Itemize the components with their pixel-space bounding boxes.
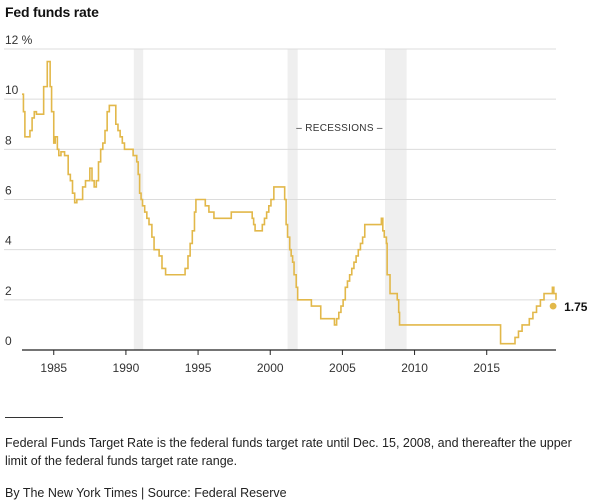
x-tick-label: 2005: [329, 361, 356, 375]
y-tick-label: 4: [5, 234, 12, 248]
gridlines: [4, 48, 556, 301]
x-tick-label: 1990: [113, 361, 140, 375]
chart-title: Fed funds rate: [5, 4, 99, 20]
x-axis: 1985 1990 1995 2000 2005 2010 2015: [22, 349, 556, 375]
footnote-divider: [5, 417, 63, 418]
y-tick-label: 8: [5, 133, 12, 147]
chart-area: 0 2 4 6 8 10 12 % 1985 1990 1995 2000 2005 2010 2015…: [4, 33, 588, 375]
y-tick-label: 6: [5, 184, 12, 198]
end-point-marker: [549, 302, 557, 310]
y-tick-label: 0: [5, 334, 12, 348]
x-tick-label: 2000: [257, 361, 284, 375]
x-tick-label: 1995: [185, 361, 212, 375]
recessions-label: – RECESSIONS –: [296, 123, 383, 134]
x-tick-label: 2015: [473, 361, 500, 375]
byline-source: By The New York Times | Source: Federal …: [5, 486, 287, 500]
footnote-text: Federal Funds Target Rate is the federal…: [5, 436, 572, 468]
x-tick-label: 2010: [401, 361, 428, 375]
y-tick-label: 2: [5, 284, 12, 298]
end-value-label: 1.75: [564, 300, 588, 314]
y-axis-ticks: 0 2 4 6 8 10 12 %: [5, 33, 33, 348]
series-layer: [22, 60, 557, 345]
y-tick-label: 10: [5, 83, 19, 97]
y-tick-label: 12 %: [5, 33, 33, 47]
x-tick-label: 1985: [40, 361, 67, 375]
series-line-1: [22, 60, 557, 345]
